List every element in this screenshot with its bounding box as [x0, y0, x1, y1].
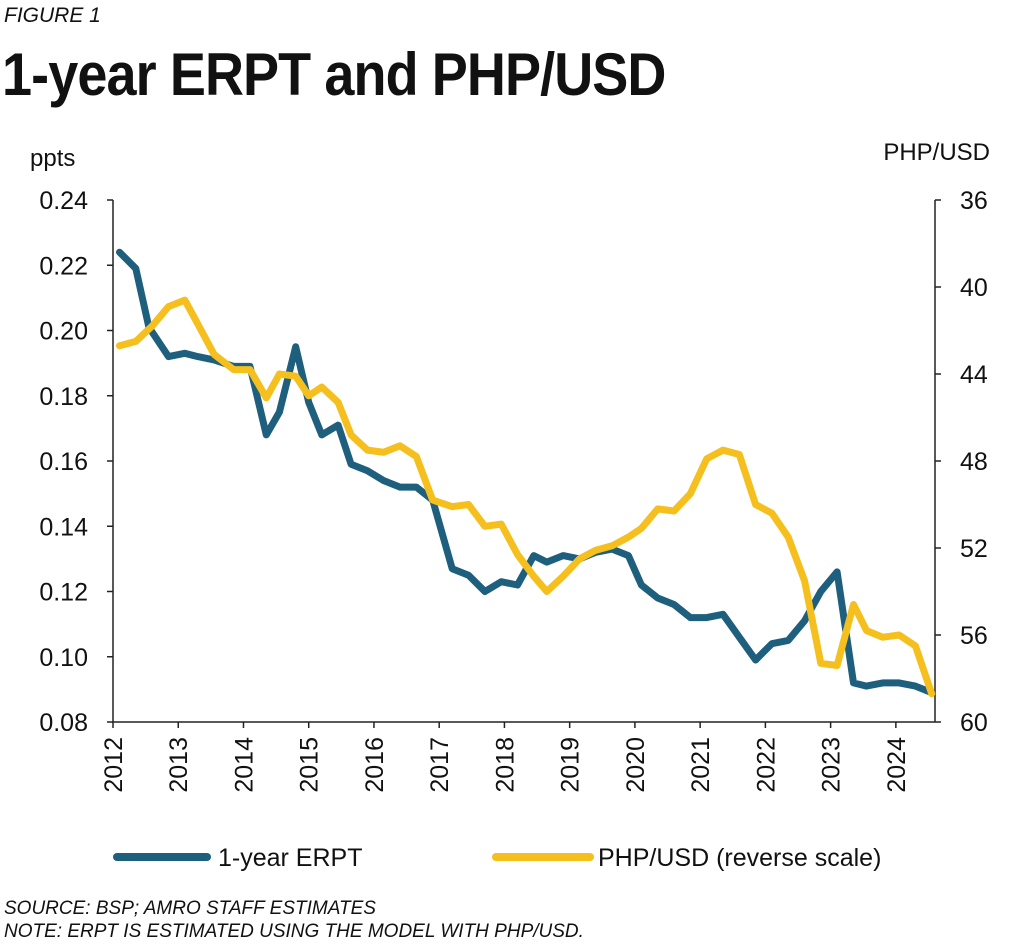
- series-line-erpt: [116, 248, 936, 697]
- chart-legend: 1-year ERPT PHP/USD (reverse scale): [113, 844, 881, 872]
- left-axis-tick-label: 0.18: [39, 383, 88, 411]
- left-axis-tick-label: 0.20: [39, 318, 88, 346]
- x-axis-tick-label: 2024: [883, 737, 911, 793]
- source-note: SOURCE: BSP; AMRO STAFF ESTIMATES NOTE: …: [4, 897, 584, 943]
- x-axis-tick-label: 2019: [557, 737, 585, 793]
- x-axis-tick-label: 2013: [165, 737, 193, 793]
- right-axis-tick-label: 36: [960, 187, 988, 215]
- right-axis-tick-label: 40: [960, 274, 988, 302]
- left-axis-tick-label: 0.16: [39, 448, 88, 476]
- x-axis-tick-label: 2012: [100, 737, 128, 793]
- erpt-phpusd-chart: ppts PHP/USD 0.08 0.10 0.12 0.14 0.16 0.18 0.2…: [30, 139, 990, 872]
- left-axis-tick-label: 0.22: [39, 252, 88, 280]
- x-axis-tick-label: 2017: [426, 737, 454, 793]
- x-axis-tick-label: 2014: [230, 737, 258, 793]
- series-line-phpusd: [116, 296, 936, 698]
- x-axis-tick-label: 2023: [818, 737, 846, 793]
- note-line: NOTE: ERPT IS ESTIMATED USING THE MODEL …: [4, 921, 584, 942]
- x-axis-tick-label: 2018: [491, 737, 519, 793]
- legend-item-phpusd-label: PHP/USD (reverse scale): [598, 844, 881, 872]
- left-axis-tick-label: 0.10: [39, 644, 88, 672]
- x-axis-tick-label: 2016: [361, 737, 389, 793]
- right-axis-tick-label: 56: [960, 622, 988, 650]
- chart-series-lines: [116, 248, 936, 698]
- right-axis-tick-label: 60: [960, 709, 988, 737]
- right-axis-unit-label: PHP/USD: [883, 139, 990, 166]
- chart-axes: 0.08 0.10 0.12 0.14 0.16 0.18 0.20 0.22 0.24 36 40…: [39, 187, 988, 793]
- left-axis-tick-label: 0.12: [39, 579, 88, 607]
- left-axis-unit-label: ppts: [30, 145, 75, 172]
- right-axis-tick-label: 44: [960, 361, 988, 389]
- left-axis-tick-label: 0.14: [39, 513, 88, 541]
- right-axis-tick-label: 52: [960, 535, 988, 563]
- x-axis-tick-label: 2020: [622, 737, 650, 793]
- legend-item-erpt-label: 1-year ERPT: [218, 844, 362, 872]
- x-axis-tick-label: 2015: [296, 737, 324, 793]
- left-axis-tick-label: 0.24: [39, 187, 88, 215]
- figure-title: 1-year ERPT and PHP/USD: [2, 41, 666, 108]
- source-line: SOURCE: BSP; AMRO STAFF ESTIMATES: [4, 898, 376, 919]
- left-axis-tick-label: 0.08: [39, 709, 88, 737]
- figure-label: FIGURE 1: [4, 4, 101, 27]
- x-axis-tick-label: 2022: [752, 737, 780, 793]
- x-axis-tick-label: 2021: [687, 737, 715, 793]
- right-axis-tick-label: 48: [960, 448, 988, 476]
